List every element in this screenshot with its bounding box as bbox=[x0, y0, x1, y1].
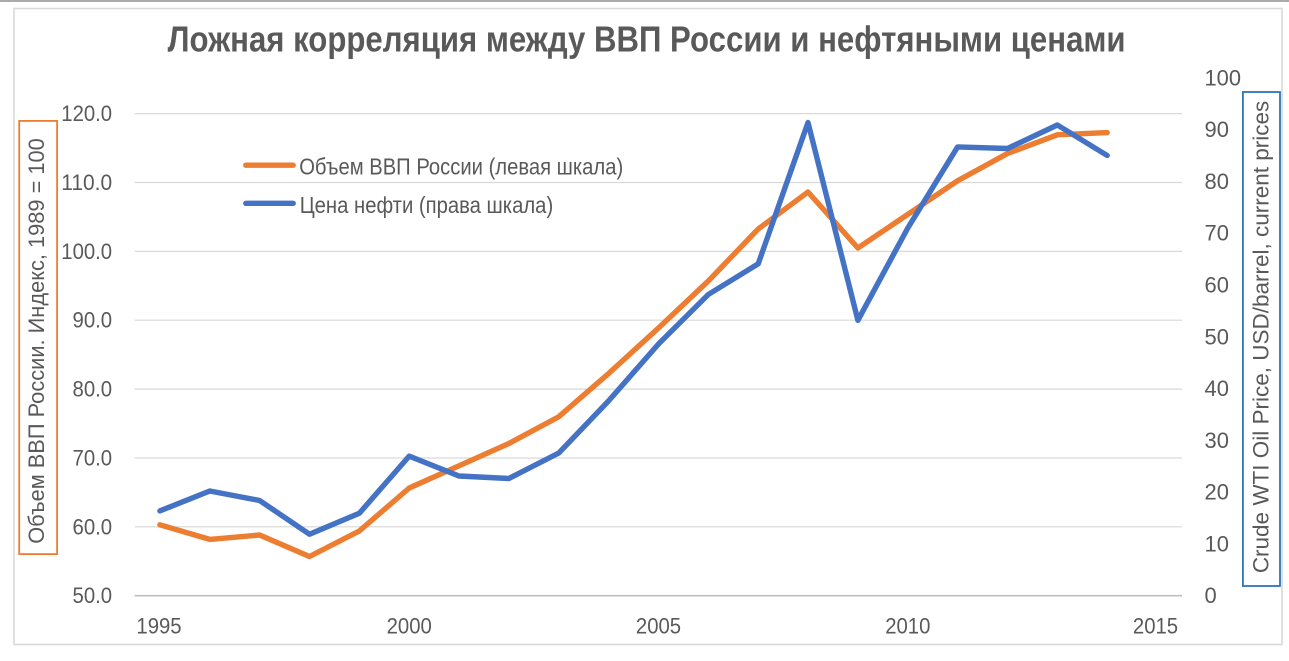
svg-text:10: 10 bbox=[1205, 531, 1229, 556]
svg-text:0: 0 bbox=[1205, 583, 1217, 608]
svg-text:Объем ВВП России (левая шкала): Объем ВВП России (левая шкала) bbox=[299, 154, 623, 180]
svg-text:70: 70 bbox=[1205, 221, 1229, 246]
svg-text:70.0: 70.0 bbox=[73, 446, 113, 471]
svg-text:2015: 2015 bbox=[1133, 613, 1178, 638]
svg-text:30: 30 bbox=[1205, 428, 1229, 453]
svg-text:90.0: 90.0 bbox=[73, 308, 113, 333]
svg-text:20: 20 bbox=[1205, 480, 1229, 505]
svg-text:Цена нефти (права шкала): Цена нефти (права шкала) bbox=[300, 192, 554, 218]
svg-text:90: 90 bbox=[1205, 117, 1229, 142]
svg-text:50: 50 bbox=[1205, 324, 1229, 349]
svg-text:Объем ВВП России. Индекс, 1989: Объем ВВП России. Индекс, 1989 = 100 bbox=[24, 138, 49, 544]
svg-text:120.0: 120.0 bbox=[61, 101, 112, 126]
svg-text:100: 100 bbox=[1205, 65, 1242, 90]
svg-text:110.0: 110.0 bbox=[61, 170, 112, 195]
svg-text:2010: 2010 bbox=[885, 613, 930, 638]
svg-text:1995: 1995 bbox=[136, 613, 181, 638]
svg-text:100.0: 100.0 bbox=[61, 239, 112, 264]
svg-text:50.0: 50.0 bbox=[73, 583, 113, 608]
svg-text:60: 60 bbox=[1205, 273, 1229, 298]
svg-text:2000: 2000 bbox=[387, 613, 432, 638]
svg-text:2005: 2005 bbox=[636, 613, 681, 638]
svg-text:60.0: 60.0 bbox=[73, 514, 113, 539]
svg-text:80: 80 bbox=[1205, 169, 1229, 194]
svg-text:Ложная корреляция между ВВП Ро: Ложная корреляция между ВВП России и неф… bbox=[168, 19, 1126, 60]
svg-text:Crude WTI Oil Price, USD/barre: Crude WTI Oil Price, USD/barrel, current… bbox=[1249, 101, 1274, 573]
svg-text:40: 40 bbox=[1205, 376, 1229, 401]
svg-text:80.0: 80.0 bbox=[73, 377, 113, 402]
